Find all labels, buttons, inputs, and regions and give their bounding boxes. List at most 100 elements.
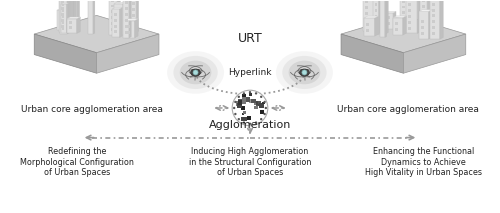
Bar <box>250 99 253 103</box>
Bar <box>421 20 424 23</box>
Bar <box>432 26 435 29</box>
Polygon shape <box>60 0 70 32</box>
Bar <box>380 3 382 6</box>
Bar <box>374 15 378 18</box>
Polygon shape <box>404 34 466 73</box>
Bar <box>378 8 380 11</box>
Circle shape <box>234 101 236 103</box>
Bar <box>432 9 435 12</box>
Ellipse shape <box>180 61 212 84</box>
Bar <box>364 6 368 9</box>
Polygon shape <box>67 19 77 33</box>
Bar <box>125 7 128 10</box>
Bar <box>62 25 64 28</box>
Bar <box>132 14 134 17</box>
Polygon shape <box>378 0 386 34</box>
Bar <box>246 97 250 102</box>
Bar <box>380 15 382 18</box>
Polygon shape <box>112 7 122 9</box>
Bar <box>69 26 72 29</box>
Bar <box>402 0 405 3</box>
Polygon shape <box>112 9 119 37</box>
Text: Agglomeration: Agglomeration <box>209 120 291 130</box>
Polygon shape <box>108 0 117 35</box>
Polygon shape <box>420 0 427 36</box>
Bar <box>426 30 428 33</box>
Circle shape <box>249 91 251 93</box>
Bar <box>402 17 405 20</box>
Bar <box>402 23 405 26</box>
Bar <box>110 16 114 19</box>
Polygon shape <box>393 16 406 18</box>
Bar <box>62 1 64 4</box>
Bar <box>125 13 128 16</box>
Polygon shape <box>427 0 430 36</box>
Bar <box>421 26 424 29</box>
Ellipse shape <box>174 56 218 89</box>
Polygon shape <box>341 34 404 73</box>
Polygon shape <box>68 0 76 29</box>
Polygon shape <box>123 2 126 35</box>
Bar <box>242 97 246 101</box>
Circle shape <box>238 96 240 98</box>
Bar <box>380 9 382 12</box>
Bar <box>62 9 64 12</box>
Ellipse shape <box>282 56 327 89</box>
Bar <box>125 31 128 34</box>
Bar <box>422 5 424 8</box>
Polygon shape <box>428 10 432 39</box>
Polygon shape <box>67 0 70 34</box>
Bar <box>374 21 378 24</box>
Circle shape <box>260 96 262 98</box>
Polygon shape <box>130 0 136 32</box>
Bar <box>247 116 250 120</box>
Bar <box>366 23 369 26</box>
Bar <box>242 100 246 104</box>
Bar <box>64 23 68 26</box>
Polygon shape <box>134 19 138 38</box>
Bar <box>374 27 378 30</box>
Ellipse shape <box>288 61 320 84</box>
Bar <box>132 2 134 5</box>
Bar <box>114 30 117 33</box>
Bar <box>408 27 410 30</box>
Bar <box>125 1 128 4</box>
Bar <box>70 10 74 13</box>
Polygon shape <box>424 24 432 25</box>
Bar <box>62 7 64 10</box>
Bar <box>59 23 62 26</box>
Text: Hyperlink: Hyperlink <box>228 68 272 77</box>
Bar <box>432 20 435 23</box>
Bar <box>62 27 64 30</box>
Polygon shape <box>76 0 80 29</box>
Bar <box>408 3 410 6</box>
Polygon shape <box>380 0 385 37</box>
Circle shape <box>249 123 251 125</box>
Bar <box>364 12 368 15</box>
Polygon shape <box>374 16 378 36</box>
Bar <box>408 9 410 12</box>
Bar <box>380 27 382 30</box>
Bar <box>374 3 378 6</box>
Polygon shape <box>57 9 66 10</box>
Polygon shape <box>124 19 138 21</box>
Polygon shape <box>62 3 68 4</box>
Polygon shape <box>385 0 386 37</box>
Bar <box>238 100 242 105</box>
Bar <box>238 99 242 104</box>
Polygon shape <box>406 0 417 33</box>
Circle shape <box>260 118 262 120</box>
Polygon shape <box>57 10 64 30</box>
Text: URT: URT <box>238 32 262 45</box>
Bar <box>254 106 258 109</box>
Polygon shape <box>400 0 408 30</box>
Polygon shape <box>123 0 129 38</box>
Bar <box>116 16 119 19</box>
Bar <box>260 110 264 114</box>
Bar <box>249 94 252 96</box>
Bar <box>380 21 382 24</box>
Polygon shape <box>424 25 430 37</box>
Text: Redefining the
Morphological Configuration
of Urban Spaces: Redefining the Morphological Configurati… <box>20 147 134 177</box>
Bar <box>432 3 435 6</box>
Circle shape <box>255 121 257 124</box>
